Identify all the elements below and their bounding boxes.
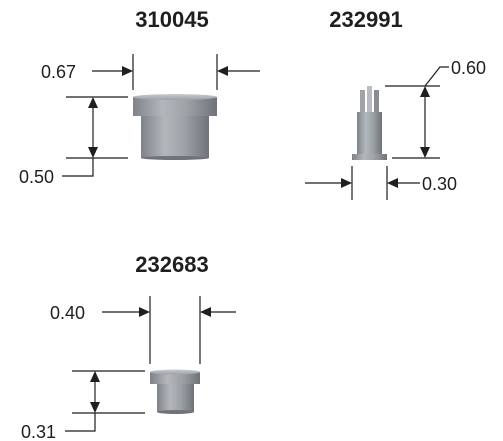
- part-310045-top-face: [133, 94, 217, 100]
- dimension-232991-width: 0.30: [305, 166, 457, 200]
- part-232683-bottom-edge: [157, 410, 194, 414]
- part-232991-tine: [360, 90, 365, 112]
- arrow-right-icon: [122, 66, 133, 76]
- arrow-up-icon: [90, 371, 100, 382]
- part-232683-top-face: [150, 369, 200, 375]
- leader-line: [62, 158, 94, 177]
- dimension-310045-height: 0.50: [19, 96, 128, 187]
- part-310045-illustration: [133, 94, 217, 160]
- arrow-left-icon: [217, 66, 228, 76]
- arrow-up-icon: [88, 97, 98, 108]
- dimension-232683-width: 0.40: [50, 296, 236, 364]
- part-310045-flange: [133, 97, 217, 116]
- arrow-down-icon: [420, 147, 430, 158]
- part-232683: 232683 0.40: [21, 252, 236, 441]
- part-232683-shank: [157, 384, 194, 412]
- part-310045: 310045 0.67: [19, 7, 260, 187]
- part-232991-illustration: [352, 86, 387, 160]
- part-number-310045: 310045: [135, 7, 208, 32]
- arrow-left-icon: [387, 178, 398, 188]
- dimension-232991-height: 0.60: [385, 58, 486, 159]
- dimension-label-232991-width: 0.30: [422, 174, 457, 194]
- part-number-232991: 232991: [329, 7, 402, 32]
- dimension-label-232683-height: 0.31: [21, 422, 56, 441]
- part-232683-flange: [150, 372, 200, 384]
- dimension-label-310045-height: 0.50: [19, 167, 54, 187]
- part-232991: 232991 0.60: [305, 7, 486, 200]
- part-232991-tine: [374, 90, 379, 112]
- part-232991-base-flange: [352, 154, 387, 160]
- dimension-label-232991-height: 0.60: [451, 58, 486, 78]
- part-232991-body: [357, 112, 382, 156]
- dimension-232683-height: 0.31: [21, 370, 145, 441]
- part-310045-bottom-edge: [141, 156, 209, 160]
- arrow-up-icon: [420, 86, 430, 97]
- arrow-right-icon: [341, 178, 352, 188]
- dimension-label-310045-width: 0.67: [41, 62, 76, 82]
- part-310045-shank: [141, 116, 209, 158]
- arrow-left-icon: [200, 307, 211, 317]
- part-232683-illustration: [150, 369, 200, 414]
- arrow-down-icon: [88, 147, 98, 158]
- leader-line: [424, 66, 449, 87]
- dimension-label-232683-width: 0.40: [50, 303, 85, 323]
- part-number-232683: 232683: [135, 252, 208, 277]
- arrow-right-icon: [139, 307, 150, 317]
- part-232991-tine: [367, 86, 372, 112]
- leader-line: [65, 413, 96, 432]
- arrow-down-icon: [90, 402, 100, 413]
- dimension-310045-width: 0.67: [41, 54, 260, 90]
